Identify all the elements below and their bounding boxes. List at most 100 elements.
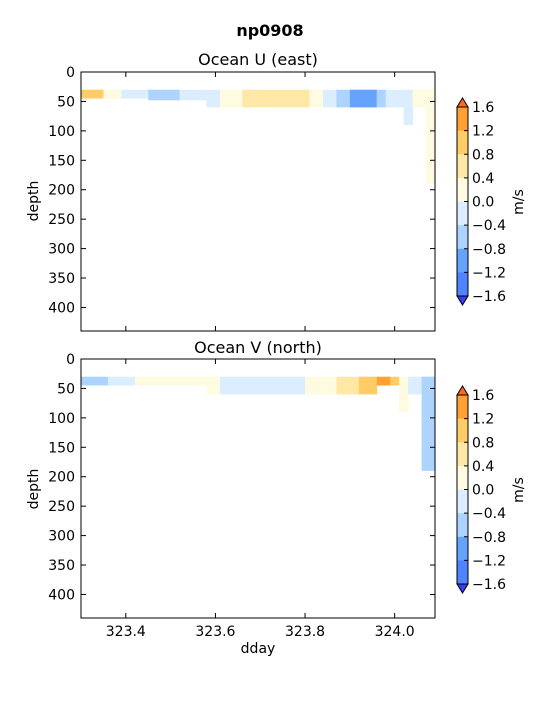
heatmap-cell — [323, 89, 337, 108]
y-axis-label: depth — [26, 469, 42, 510]
colorbar-label: m/s — [511, 189, 527, 215]
heatmap-cell — [390, 376, 400, 386]
heatmap-cell — [385, 89, 405, 108]
heatmap-cell — [376, 376, 391, 386]
heatmap-cell — [309, 89, 324, 108]
y-tick-label: 0 — [66, 65, 75, 81]
colorbar-segment — [457, 225, 468, 250]
x-ticks: 323.4 323.6 323.8 324.0 — [106, 359, 415, 640]
colorbar-tick-label: 0.4 — [472, 171, 494, 187]
colorbar-tick-label: 0.0 — [472, 483, 494, 499]
colorbar-segment — [457, 272, 468, 297]
heatmap-cell — [376, 89, 387, 108]
panel-ocean-u: Ocean U (east) 050100150200250300350400 … — [26, 50, 436, 332]
colorbar-tick-label: 0.4 — [472, 459, 494, 475]
heatmap-cell — [358, 376, 378, 395]
colorbar-segment — [457, 418, 468, 443]
colorbar-extend-max — [456, 385, 469, 396]
heatmap-cell — [81, 89, 104, 99]
heatmap-cell — [206, 89, 221, 108]
heatmap-cell — [421, 376, 436, 471]
heatmap-cell — [206, 376, 221, 395]
colorbar-tick-label: 1.6 — [472, 100, 494, 116]
heatmap-cell — [107, 376, 136, 386]
y-tick-label: 100 — [48, 124, 75, 140]
colorbar-extend-min — [456, 295, 469, 306]
plot-frame — [80, 358, 436, 619]
y-tick-label: 300 — [48, 529, 75, 545]
y-tick-label: 100 — [48, 411, 75, 427]
colorbar-segment — [457, 154, 468, 179]
panel-ocean-v: Ocean V (north) 0 50 100 150 200 250 300 350 400… — [26, 338, 436, 657]
heatmap-cell — [305, 376, 337, 395]
x-tick-label: 324.0 — [375, 624, 415, 640]
y-tick-label: 400 — [48, 300, 75, 316]
heatmap-cell — [349, 89, 378, 108]
y-tick-label: 250 — [48, 499, 75, 515]
colorbar-label: m/s — [511, 477, 527, 503]
colorbar-v: −1.6 −1.2 −0.8 −0.4 0.0 0.4 0.8 1.2 1.6 — [456, 385, 506, 594]
x-axis-label: dday — [241, 641, 276, 657]
y-axis-label: depth — [26, 181, 42, 222]
heatmap-cells — [81, 376, 436, 471]
heatmap-cell — [242, 89, 310, 108]
colorbar-tick-label: 0.0 — [472, 195, 494, 211]
colorbar-tick-label: 1.2 — [472, 412, 494, 428]
colorbar-tick-label: 1.2 — [472, 124, 494, 140]
heatmap-cells — [81, 89, 436, 184]
colorbar-tick-label: −0.4 — [472, 218, 506, 234]
y-tick-label: 0 — [66, 352, 75, 368]
colorbar-u: −1.6 −1.2 −0.8 −0.4 0.0 0.4 0.8 1.2 1.6 — [456, 97, 506, 306]
y-tick-label: 400 — [48, 587, 75, 603]
y-tick-label: 200 — [48, 183, 75, 199]
colorbar-tick-label: −0.8 — [472, 530, 506, 546]
heatmap-cell — [408, 376, 422, 395]
colorbar-extend-min — [456, 583, 469, 594]
colorbar-segment — [457, 442, 468, 467]
heatmap-cell — [403, 89, 414, 125]
y-tick-label: 150 — [48, 153, 75, 169]
colorbar-segment — [457, 465, 468, 491]
y-tick-labels: 0 50 100 150 200 250 300 350 400 — [48, 65, 435, 316]
y-tick-label: 50 — [57, 381, 75, 397]
y-tick-label: 350 — [48, 558, 75, 574]
heatmap-cell — [121, 89, 149, 99]
x-tick-label: 323.6 — [195, 624, 235, 640]
colorbar-segment — [457, 130, 468, 155]
colorbar-segment — [457, 177, 468, 203]
colorbar-tick-label: −1.6 — [472, 289, 506, 305]
plot-frame — [80, 71, 436, 332]
colorbar-segment — [457, 536, 468, 561]
colorbar-segment — [457, 489, 468, 514]
colorbar-tick-label: 1.6 — [472, 388, 494, 404]
heatmap-cell — [148, 89, 181, 101]
colorbar-tick-label: −1.6 — [472, 577, 506, 593]
panel-title: Ocean V (north) — [194, 338, 322, 357]
x-ticks — [125, 72, 396, 331]
y-tick-label: 200 — [48, 470, 75, 486]
colorbar-segment — [457, 107, 468, 132]
heatmap-cell — [399, 376, 409, 412]
y-tick-label: 350 — [48, 271, 75, 287]
x-tick-label: 323.4 — [106, 624, 146, 640]
colorbar-tick-label: −1.2 — [472, 553, 506, 569]
y-tick-labels: 0 50 100 150 200 250 300 350 400 — [48, 352, 435, 603]
y-tick-label: 300 — [48, 242, 75, 258]
heatmap-cell — [336, 89, 351, 108]
figure-suptitle: np0908 — [236, 21, 303, 40]
heatmap-cell — [81, 376, 109, 386]
y-tick-label: 150 — [48, 440, 75, 456]
colorbar-segment — [457, 248, 468, 273]
heatmap-cell — [219, 89, 243, 108]
y-tick-label: 250 — [48, 212, 75, 228]
heatmap-cell — [134, 376, 207, 386]
colorbar-tick-label: −1.2 — [472, 265, 506, 281]
x-tick-label: 323.8 — [285, 624, 325, 640]
colorbar-tick-label: 0.8 — [472, 147, 494, 163]
colorbar-segment — [457, 560, 468, 585]
heatmap-cell — [219, 376, 306, 395]
y-tick-label: 50 — [57, 94, 75, 110]
colorbar-tick-label: 0.8 — [472, 435, 494, 451]
heatmap-cell — [412, 89, 427, 108]
